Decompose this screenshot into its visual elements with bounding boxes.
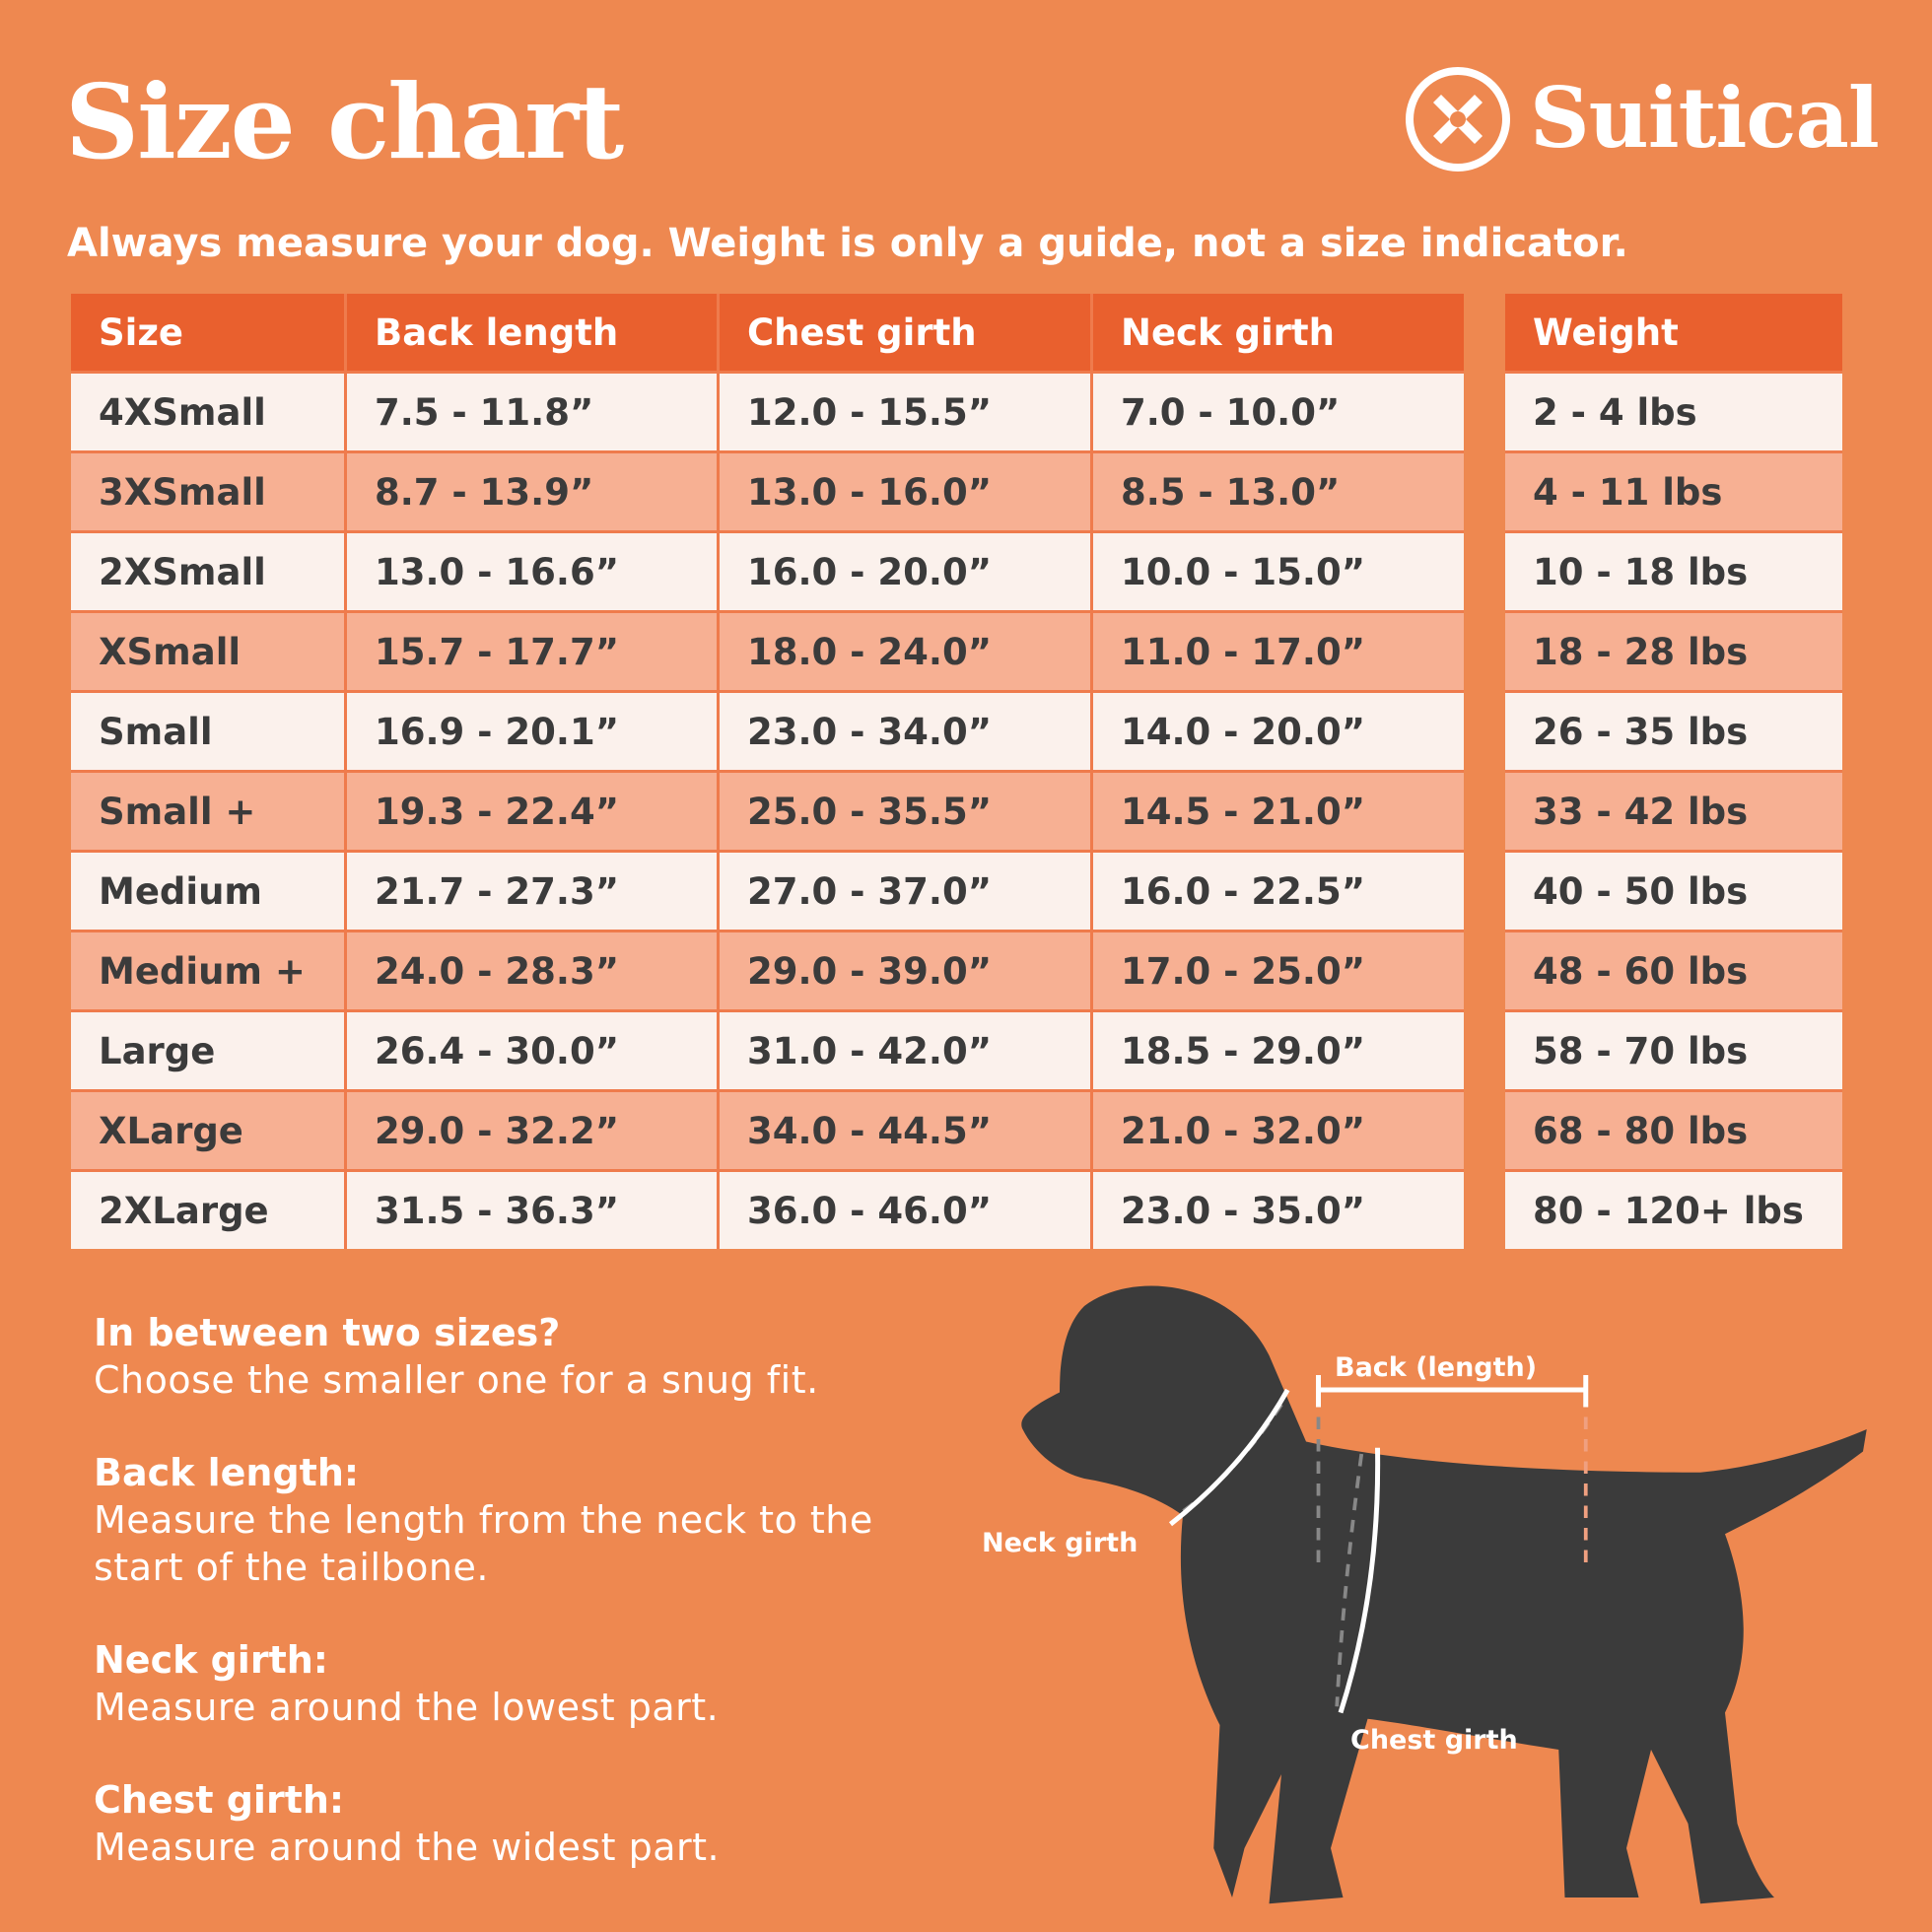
table-cell: 7.5 - 11.8” — [347, 374, 717, 450]
table-cell: Large — [71, 1012, 344, 1089]
table-cell: Small — [71, 693, 344, 770]
note-heading: Neck girth: — [94, 1638, 328, 1682]
notes: In between two sizes? Choose the smaller … — [94, 1309, 902, 1916]
chest-label: Chest girth — [1350, 1725, 1518, 1756]
back-label: Back (length) — [1335, 1352, 1537, 1383]
table-cell: 25.0 - 35.5” — [720, 773, 1090, 850]
table-cell: 2XSmall — [71, 533, 344, 610]
logo-icon — [1406, 67, 1510, 172]
table-cell: 14.5 - 21.0” — [1093, 773, 1464, 850]
header-cell: Chest girth — [720, 294, 1090, 371]
table-cell: 10 - 18 lbs — [1505, 533, 1842, 610]
table-cell: 36.0 - 46.0” — [720, 1172, 1090, 1249]
note: In between two sizes? Choose the smaller … — [94, 1309, 902, 1404]
neck-label: Neck girth — [982, 1528, 1138, 1558]
title: Size chart — [65, 61, 624, 182]
table-cell: 8.5 - 13.0” — [1093, 453, 1464, 530]
brand: Suitical — [1530, 69, 1880, 167]
table-cell: 34.0 - 44.5” — [720, 1092, 1090, 1169]
table-cell: 14.0 - 20.0” — [1093, 693, 1464, 770]
table-cell: Medium + — [71, 932, 344, 1009]
table-cell: 3XSmall — [71, 453, 344, 530]
table-cell: 21.7 - 27.3” — [347, 853, 717, 930]
table-cell: 2XLarge — [71, 1172, 344, 1249]
header-cell: Size — [71, 294, 344, 371]
note: Neck girth: Measure around the lowest par… — [94, 1636, 902, 1731]
table-cell: 15.7 - 17.7” — [347, 613, 717, 690]
table-cell: XSmall — [71, 613, 344, 690]
table-cell: Small + — [71, 773, 344, 850]
table-cell: 10.0 - 15.0” — [1093, 533, 1464, 610]
table-cell: 4XSmall — [71, 374, 344, 450]
table-cell: 26 - 35 lbs — [1505, 693, 1842, 770]
table-cell: 16.9 - 20.1” — [347, 693, 717, 770]
table-cell: 18.0 - 24.0” — [720, 613, 1090, 690]
table-cell: 68 - 80 lbs — [1505, 1092, 1842, 1169]
table-cell: 80 - 120+ lbs — [1505, 1172, 1842, 1249]
table-cell: 31.5 - 36.3” — [347, 1172, 717, 1249]
table-cell: 31.0 - 42.0” — [720, 1012, 1090, 1089]
subtitle: Always measure your dog. Weight is only … — [67, 221, 1628, 266]
table-cell: 2 - 4 lbs — [1505, 374, 1842, 450]
table-cell: 17.0 - 25.0” — [1093, 932, 1464, 1009]
table-cell: 23.0 - 34.0” — [720, 693, 1090, 770]
table-cell: 33 - 42 lbs — [1505, 773, 1842, 850]
note-heading: Back length: — [94, 1451, 360, 1494]
header-cell: Weight — [1505, 294, 1842, 371]
table-cell: 8.7 - 13.9” — [347, 453, 717, 530]
table-cell: 29.0 - 39.0” — [720, 932, 1090, 1009]
table-cell: 13.0 - 16.0” — [720, 453, 1090, 530]
table-cell: 40 - 50 lbs — [1505, 853, 1842, 930]
note-text: Measure the length from the neck to the … — [94, 1498, 873, 1589]
table-cell: 7.0 - 10.0” — [1093, 374, 1464, 450]
table-cell: XLarge — [71, 1092, 344, 1169]
note-text: Choose the smaller one for a snug fit. — [94, 1358, 819, 1402]
header-cell: Neck girth — [1093, 294, 1464, 371]
note-text: Measure around the lowest part. — [94, 1686, 720, 1729]
table-cell: 21.0 - 32.0” — [1093, 1092, 1464, 1169]
table-cell: 19.3 - 22.4” — [347, 773, 717, 850]
table-cell: 23.0 - 35.0” — [1093, 1172, 1464, 1249]
table-cell: 27.0 - 37.0” — [720, 853, 1090, 930]
table-cell: 16.0 - 22.5” — [1093, 853, 1464, 930]
note: Chest girth: Measure around the widest pa… — [94, 1776, 902, 1871]
note-heading: Chest girth: — [94, 1778, 345, 1822]
table-cell: 4 - 11 lbs — [1505, 453, 1842, 530]
table-cell: 58 - 70 lbs — [1505, 1012, 1842, 1089]
table-cell: 12.0 - 15.5” — [720, 374, 1090, 450]
note-heading: In between two sizes? — [94, 1311, 561, 1354]
note: Back length: Measure the length from the … — [94, 1449, 902, 1591]
note-text: Measure around the widest part. — [94, 1826, 721, 1869]
table-cell: 26.4 - 30.0” — [347, 1012, 717, 1089]
header-cell: Back length — [347, 294, 717, 371]
table-cell: 48 - 60 lbs — [1505, 932, 1842, 1009]
table-cell: Medium — [71, 853, 344, 930]
weight-table: Weight 2 - 4 lbs 4 - 11 lbs 10 - 18 lbs 18 -… — [1505, 294, 1842, 1249]
table-cell: 11.0 - 17.0” — [1093, 613, 1464, 690]
table-cell: 13.0 - 16.6” — [347, 533, 717, 610]
size-table: Size Back length Chest girth Neck girth 4XSm… — [71, 294, 1464, 1249]
table-cell: 18 - 28 lbs — [1505, 613, 1842, 690]
table-cell: 24.0 - 28.3” — [347, 932, 717, 1009]
table-cell: 29.0 - 32.2” — [347, 1092, 717, 1169]
table-cell: 16.0 - 20.0” — [720, 533, 1090, 610]
table-cell: 18.5 - 29.0” — [1093, 1012, 1464, 1089]
